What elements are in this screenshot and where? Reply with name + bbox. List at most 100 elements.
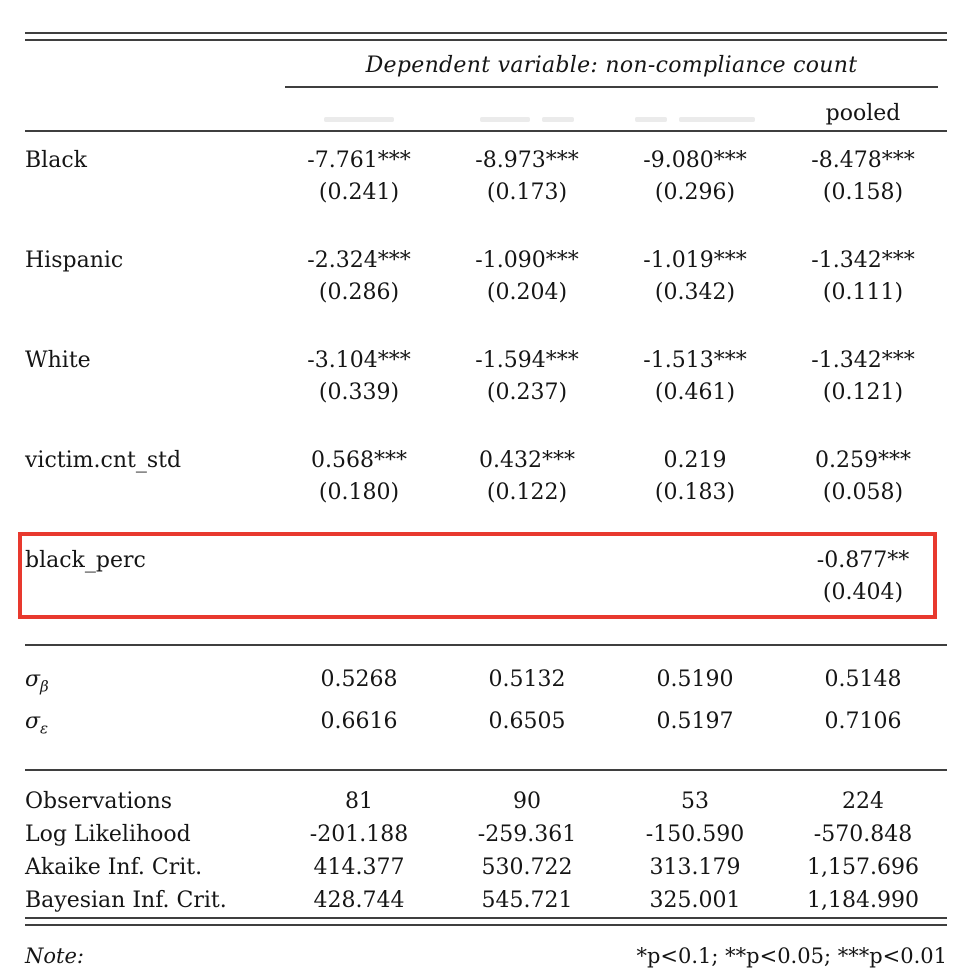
value: 428.744 [313, 887, 405, 913]
regression-table: Dependent variable: non-compliance count… [18, 32, 947, 968]
value: 90 [513, 788, 541, 814]
std-error: (0.204) [486, 280, 568, 305]
value: 313.179 [649, 854, 741, 880]
value: 530.722 [481, 854, 573, 880]
std-error: (0.180) [318, 480, 400, 505]
value: -570.848 [813, 821, 913, 847]
std-error: (0.173) [486, 180, 568, 205]
row-label: Bayesian Inf. Crit. [25, 887, 227, 913]
table-row-victim-cnt-std: victim.cnt_std 0.568*** (0.180) 0.432*** (… [25, 432, 947, 532]
estimate: 0.568*** [311, 448, 407, 473]
table-row-black: Black -7.761*** (0.241) -8.973*** (0.173) … [25, 132, 947, 232]
value: 81 [345, 788, 373, 814]
estimate: 0.259*** [815, 448, 911, 473]
value: 224 [842, 788, 884, 814]
std-error: (0.122) [486, 480, 568, 505]
dependent-variable-header-box: Dependent variable: non-compliance count [285, 41, 938, 88]
estimate: -1.090*** [475, 248, 579, 273]
value: 53 [681, 788, 709, 814]
row-label: Akaike Inf. Crit. [25, 854, 203, 880]
column-header-row: pooled [25, 88, 947, 130]
row-label: Black [25, 148, 87, 173]
table-row-black-perc: black_perc -0.877** (0.404) [18, 532, 947, 619]
estimate: -7.761*** [307, 148, 411, 173]
sigma-section: σβ 0.5268 0.5132 0.5190 0.5148 σε 0.6616… [25, 646, 947, 769]
header-cell-model-3-erased [611, 117, 779, 127]
row-label: Hispanic [25, 248, 124, 273]
std-error: (0.183) [654, 480, 736, 505]
value: 0.5268 [320, 667, 398, 692]
value: 0.5190 [656, 667, 734, 692]
value: 0.6505 [488, 709, 566, 735]
estimate: -1.342*** [811, 248, 915, 273]
dependent-variable-label: Dependent variable: non-compliance count [365, 53, 858, 78]
value: 0.5148 [824, 667, 902, 692]
table-row-sigma-beta: σβ 0.5268 0.5132 0.5190 0.5148 [25, 662, 947, 704]
table-row-white: White -3.104*** (0.339) -1.594*** (0.237) … [25, 332, 947, 432]
significance-legend: *p<0.1; **p<0.05; ***p<0.01 [636, 943, 947, 968]
estimate: -2.324*** [307, 248, 411, 273]
value: 325.001 [649, 887, 741, 913]
std-error: (0.286) [318, 280, 400, 305]
estimate: -0.877** [816, 548, 910, 573]
estimate: -8.973*** [475, 148, 579, 173]
std-error: (0.237) [486, 380, 568, 405]
erased-header-ghost [275, 117, 443, 127]
row-label: Log Likelihood [25, 821, 191, 847]
std-error: (0.461) [654, 380, 736, 405]
erased-header-ghost [611, 117, 779, 127]
row-label: Observations [25, 788, 173, 814]
value: 414.377 [313, 854, 405, 880]
estimate: -9.080*** [643, 148, 747, 173]
row-label: σβ [25, 667, 49, 696]
estimate: 0.219 [663, 448, 727, 473]
std-error: (0.241) [318, 180, 400, 205]
header-rule [25, 130, 947, 132]
row-label: black_perc [25, 548, 146, 573]
table-row-bayesian: Bayesian Inf. Crit. 428.744 545.721 325.… [25, 884, 947, 917]
estimate: -1.594*** [475, 348, 579, 373]
estimate: -1.342*** [811, 348, 915, 373]
header-cell-model-2-erased [443, 117, 611, 127]
estimate: -8.478*** [811, 148, 915, 173]
value: -150.590 [645, 821, 745, 847]
estimate: -1.513*** [643, 348, 747, 373]
header-cell-pooled: pooled [825, 101, 901, 126]
value: 1,184.990 [807, 887, 919, 913]
header-cell-model-1-erased [275, 117, 443, 127]
value: 0.6616 [320, 709, 398, 735]
table-row-log-likelihood: Log Likelihood -201.188 -259.361 -150.59… [25, 818, 947, 851]
table-row-sigma-epsilon: σε 0.6616 0.6505 0.5197 0.7106 [25, 704, 947, 746]
std-error: (0.121) [822, 380, 904, 405]
erased-header-ghost [443, 117, 611, 127]
value: 545.721 [481, 887, 573, 913]
value: 0.5132 [488, 667, 566, 692]
estimate: -3.104*** [307, 348, 411, 373]
fit-statistics-section: Observations 81 90 53 224 Log Likelihood… [25, 771, 947, 917]
value: 0.7106 [824, 709, 902, 735]
bottom-double-rule [25, 916, 947, 926]
value: 1,157.696 [807, 854, 919, 880]
estimate: 0.432*** [479, 448, 575, 473]
value: -259.361 [477, 821, 577, 847]
row-label: σε [25, 709, 49, 738]
section-rule [25, 644, 947, 646]
table-row-akaike: Akaike Inf. Crit. 414.377 530.722 313.17… [25, 851, 947, 884]
table-row-hispanic: Hispanic -2.324*** (0.286) -1.090*** (0.20… [25, 232, 947, 332]
std-error: (0.404) [822, 580, 904, 605]
std-error: (0.296) [654, 180, 736, 205]
row-label: White [25, 348, 91, 373]
std-error: (0.342) [654, 280, 736, 305]
std-error: (0.111) [822, 280, 904, 305]
value: 0.5197 [656, 709, 734, 735]
row-label: victim.cnt_std [25, 448, 182, 473]
note-label: Note: [25, 943, 84, 968]
top-double-rule [25, 32, 947, 41]
note-row: Note: *p<0.1; **p<0.05; ***p<0.01 [25, 926, 947, 968]
std-error: (0.158) [822, 180, 904, 205]
table-row-observations: Observations 81 90 53 224 [25, 785, 947, 818]
std-error: (0.058) [822, 480, 904, 505]
std-error: (0.339) [318, 380, 400, 405]
estimate: -1.019*** [643, 248, 747, 273]
value: -201.188 [309, 821, 409, 847]
